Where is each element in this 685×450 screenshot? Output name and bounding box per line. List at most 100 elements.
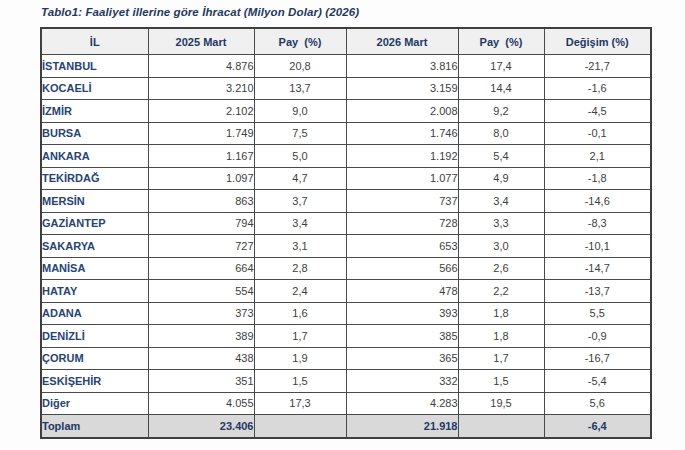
- table-row: MANİSA6642,85662,6-14,7: [41, 257, 651, 280]
- pay2026-cell: 19,5: [458, 392, 544, 415]
- mart2026-cell: 737: [346, 190, 458, 213]
- mart2025-cell: 794: [148, 212, 254, 235]
- mart2026-cell: 4.283: [346, 392, 458, 415]
- table-row: MERSİN8633,77373,4-14,6: [41, 190, 651, 213]
- table-row: Diğer4.05517,34.28319,55,6: [41, 392, 651, 415]
- pay2026-cell: 3,0: [458, 235, 544, 258]
- table-row: İZMİR2.1029,02.0089,2-4,5: [41, 100, 651, 123]
- province-cell: BURSA: [41, 122, 148, 145]
- province-cell: ÇORUM: [41, 347, 148, 370]
- pay2025-cell: 2,4: [254, 280, 346, 303]
- mart2026-cell: 728: [346, 212, 458, 235]
- mart2025-cell: 438: [148, 347, 254, 370]
- column-header-3: 2026 Mart: [346, 28, 458, 55]
- header-row: İL2025 MartPay (%)2026 MartPay (%)Değişi…: [41, 28, 651, 55]
- mart2026-cell: 2.008: [346, 100, 458, 123]
- table-row: ADANA3731,63931,85,5: [41, 302, 651, 325]
- province-cell: MANİSA: [41, 257, 148, 280]
- mart2026-cell: 566: [346, 257, 458, 280]
- pay2026-cell: 1,7: [458, 347, 544, 370]
- mart2026-cell: 653: [346, 235, 458, 258]
- province-cell: GAZİANTEP: [41, 212, 148, 235]
- pay2026-cell: 4,9: [458, 167, 544, 190]
- table-row: TEKİRDAĞ1.0974,71.0774,9-1,8: [41, 167, 651, 190]
- province-cell: ESKİŞEHİR: [41, 370, 148, 393]
- pay2025-cell: 3,1: [254, 235, 346, 258]
- pay2026-cell: 1,8: [458, 325, 544, 348]
- degisim-cell: -14,7: [544, 257, 651, 280]
- mart2025-cell: 351: [148, 370, 254, 393]
- pay2026-cell: 14,4: [458, 77, 544, 100]
- pay2026-cell: 17,4: [458, 55, 544, 78]
- column-header-2: Pay (%): [254, 28, 346, 55]
- table-row: DENİZLİ3891,73851,8-0,9: [41, 325, 651, 348]
- mart2026-cell: 385: [346, 325, 458, 348]
- table-row: ANKARA1.1675,01.1925,42,1: [41, 145, 651, 168]
- pay2026-cell: 8,0: [458, 122, 544, 145]
- province-cell: MERSİN: [41, 190, 148, 213]
- mart2026-cell: 393: [346, 302, 458, 325]
- export-by-province-table: İL2025 MartPay (%)2026 MartPay (%)Değişi…: [40, 27, 652, 439]
- pay2026-cell: 3,3: [458, 212, 544, 235]
- degisim-cell: -14,6: [544, 190, 651, 213]
- province-cell: Toplam: [41, 415, 148, 438]
- mart2025-cell: 23.406: [148, 415, 254, 438]
- mart2025-cell: 373: [148, 302, 254, 325]
- mart2025-cell: 4.876: [148, 55, 254, 78]
- pay2025-cell: 20,8: [254, 55, 346, 78]
- mart2025-cell: 389: [148, 325, 254, 348]
- table-row: GAZİANTEP7943,47283,3-8,3: [41, 212, 651, 235]
- degisim-cell: -1,6: [544, 77, 651, 100]
- pay2025-cell: 7,5: [254, 122, 346, 145]
- degisim-cell: -0,1: [544, 122, 651, 145]
- province-cell: DENİZLİ: [41, 325, 148, 348]
- pay2026-cell: 5,4: [458, 145, 544, 168]
- total-row: Toplam23.40621.918-6,4: [41, 415, 651, 438]
- mart2026-cell: 478: [346, 280, 458, 303]
- pay2026-cell: 1,5: [458, 370, 544, 393]
- pay2025-cell: 1,6: [254, 302, 346, 325]
- mart2025-cell: 664: [148, 257, 254, 280]
- mart2025-cell: 2.102: [148, 100, 254, 123]
- mart2026-cell: 21.918: [346, 415, 458, 438]
- pay2026-cell: 2,6: [458, 257, 544, 280]
- mart2026-cell: 3.159: [346, 77, 458, 100]
- table-row: BURSA1.7497,51.7468,0-0,1: [41, 122, 651, 145]
- mart2026-cell: 3.816: [346, 55, 458, 78]
- table-row: HATAY5542,44782,2-13,7: [41, 280, 651, 303]
- pay2025-cell: 2,8: [254, 257, 346, 280]
- province-cell: KOCAELİ: [41, 77, 148, 100]
- pay2025-cell: 4,7: [254, 167, 346, 190]
- column-header-4: Pay (%): [458, 28, 544, 55]
- mart2025-cell: 1.749: [148, 122, 254, 145]
- pay2025-cell: 1,9: [254, 347, 346, 370]
- mart2026-cell: 1.077: [346, 167, 458, 190]
- pay2026-cell: 3,4: [458, 190, 544, 213]
- table-row: KOCAELİ3.21013,73.15914,4-1,6: [41, 77, 651, 100]
- pay2025-cell: 3,7: [254, 190, 346, 213]
- province-cell: İSTANBUL: [41, 55, 148, 78]
- pay2025-cell: 9,0: [254, 100, 346, 123]
- pay2025-cell: [254, 415, 346, 438]
- mart2026-cell: 365: [346, 347, 458, 370]
- degisim-cell: -16,7: [544, 347, 651, 370]
- table-title: Tablo1: Faaliyet illerine göre İhracat (…: [41, 6, 359, 18]
- mart2025-cell: 3.210: [148, 77, 254, 100]
- pay2025-cell: 5,0: [254, 145, 346, 168]
- degisim-cell: 5,6: [544, 392, 651, 415]
- pay2025-cell: 1,7: [254, 325, 346, 348]
- mart2025-cell: 4.055: [148, 392, 254, 415]
- mart2025-cell: 1.097: [148, 167, 254, 190]
- column-header-5: Değişim (%): [544, 28, 651, 55]
- degisim-cell: -0,9: [544, 325, 651, 348]
- province-cell: SAKARYA: [41, 235, 148, 258]
- pay2025-cell: 3,4: [254, 212, 346, 235]
- mart2025-cell: 1.167: [148, 145, 254, 168]
- province-cell: ANKARA: [41, 145, 148, 168]
- province-cell: HATAY: [41, 280, 148, 303]
- degisim-cell: -5,4: [544, 370, 651, 393]
- pay2026-cell: 1,8: [458, 302, 544, 325]
- degisim-cell: -1,8: [544, 167, 651, 190]
- degisim-cell: -21,7: [544, 55, 651, 78]
- pay2026-cell: 9,2: [458, 100, 544, 123]
